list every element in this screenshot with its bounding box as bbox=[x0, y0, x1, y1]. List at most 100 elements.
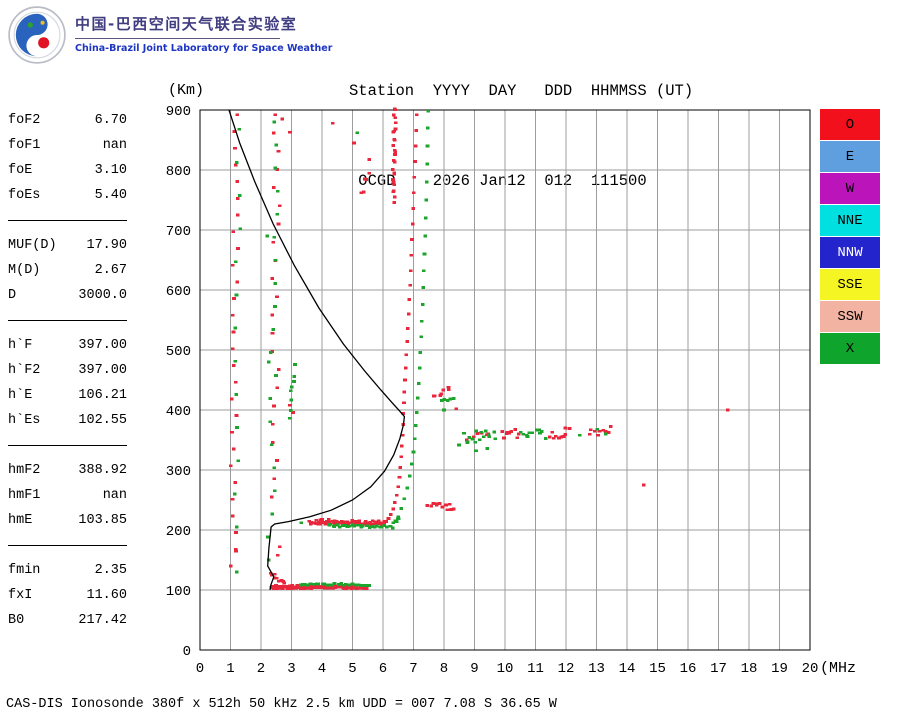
param-label: fmin bbox=[8, 563, 41, 578]
svg-text:14: 14 bbox=[619, 661, 636, 677]
svg-text:700: 700 bbox=[166, 224, 191, 240]
lab-name-chinese: 中国-巴西空间天气联合实验室 bbox=[75, 15, 298, 33]
lab-logo-icon bbox=[8, 6, 66, 64]
station-header-values: OCGD 2026 Jan12 012 111500 bbox=[349, 172, 647, 190]
svg-text:600: 600 bbox=[166, 284, 191, 300]
legend-item-ssw: SSW bbox=[820, 301, 880, 332]
x-trace-points bbox=[233, 109, 608, 587]
param-label: foE bbox=[8, 163, 33, 178]
station-header-labels: Station YYYY DAY DDD HHMMSS (UT) bbox=[349, 82, 694, 100]
param-value: 2.35 bbox=[94, 563, 127, 578]
svg-text:500: 500 bbox=[166, 344, 191, 360]
param-label: h`E bbox=[8, 388, 33, 403]
parameter-row: h`F2 397.00 bbox=[8, 358, 127, 383]
lab-title-block: 中国-巴西空间天气联合实验室 China-Brazil Joint Labora… bbox=[75, 6, 332, 54]
plot-grid bbox=[200, 110, 810, 650]
svg-text:0: 0 bbox=[196, 661, 204, 677]
param-value: 5.40 bbox=[94, 188, 127, 203]
param-value: 106.21 bbox=[78, 388, 127, 403]
param-label: hmF1 bbox=[8, 488, 41, 503]
param-value: 17.90 bbox=[86, 238, 127, 253]
parameter-row: foE 3.10 bbox=[8, 158, 127, 183]
param-group-separator bbox=[8, 220, 127, 221]
param-value: 103.85 bbox=[78, 513, 127, 528]
svg-text:17: 17 bbox=[710, 661, 727, 677]
x-axis-tick-labels: 0 1 2 3 4 5 6 7 8 9 10 11 12 13 14 15 16 17 18 19 20 bbox=[196, 661, 819, 677]
svg-text:8: 8 bbox=[440, 661, 448, 677]
parameter-row: D 3000.0 bbox=[8, 283, 127, 308]
param-group-separator bbox=[8, 445, 127, 446]
svg-text:5: 5 bbox=[348, 661, 356, 677]
param-value: 397.00 bbox=[78, 338, 127, 353]
param-label: h`F bbox=[8, 338, 33, 353]
svg-text:18: 18 bbox=[741, 661, 758, 677]
param-value: 11.60 bbox=[86, 588, 127, 603]
legend-item-sse: SSE bbox=[820, 269, 880, 300]
svg-text:3: 3 bbox=[287, 661, 295, 677]
svg-text:200: 200 bbox=[166, 524, 191, 540]
svg-text:2: 2 bbox=[257, 661, 265, 677]
plot-border bbox=[199, 109, 811, 651]
svg-text:20: 20 bbox=[802, 661, 819, 677]
legend-item-o: O bbox=[820, 109, 880, 140]
x-axis-unit: (MHz) bbox=[820, 660, 856, 677]
param-label: hmF2 bbox=[8, 463, 41, 478]
parameter-row: MUF(D) 17.90 bbox=[8, 233, 127, 258]
param-value: 3000.0 bbox=[78, 288, 127, 303]
legend-item-x: X bbox=[820, 333, 880, 364]
parameter-panel: foF2 6.70 foF1 nan foE 3.10 foEs 5.40 MUF(D) 17.9… bbox=[8, 108, 127, 633]
param-value: 3.10 bbox=[94, 163, 127, 178]
legend-item-e: E bbox=[820, 141, 880, 172]
svg-text:12: 12 bbox=[558, 661, 575, 677]
parameter-row: hmE 103.85 bbox=[8, 508, 127, 533]
param-label: foEs bbox=[8, 188, 41, 203]
parameter-row: foEs 5.40 bbox=[8, 183, 127, 208]
svg-text:13: 13 bbox=[588, 661, 605, 677]
param-value: nan bbox=[102, 488, 127, 503]
svg-text:6: 6 bbox=[379, 661, 387, 677]
svg-text:7: 7 bbox=[409, 661, 417, 677]
y-axis-unit: (Km) bbox=[168, 82, 204, 99]
parameter-row: B0 217.42 bbox=[8, 608, 127, 633]
param-label: h`F2 bbox=[8, 363, 41, 378]
parameter-row: M(D) 2.67 bbox=[8, 258, 127, 283]
svg-text:16: 16 bbox=[680, 661, 697, 677]
parameter-row: hmF1 nan bbox=[8, 483, 127, 508]
param-label: h`Es bbox=[8, 413, 41, 428]
param-label: B0 bbox=[8, 613, 25, 628]
param-label: foF1 bbox=[8, 138, 41, 153]
parameter-row: foF1 nan bbox=[8, 133, 127, 158]
svg-text:4: 4 bbox=[318, 661, 326, 677]
status-line: CAS-DIS Ionosonde 380f x 512h 50 kHz 2.5… bbox=[6, 697, 557, 712]
electron-density-profile bbox=[228, 109, 406, 591]
param-value: 217.42 bbox=[78, 613, 127, 628]
parameter-row: fmin 2.35 bbox=[8, 558, 127, 583]
param-value: 397.00 bbox=[78, 363, 127, 378]
param-value: 2.67 bbox=[94, 263, 127, 278]
svg-text:15: 15 bbox=[649, 661, 666, 677]
param-value: 102.55 bbox=[78, 413, 127, 428]
param-label: fxI bbox=[8, 588, 33, 603]
param-label: foF2 bbox=[8, 113, 41, 128]
lab-title-divider bbox=[75, 38, 280, 39]
parameter-row: h`F 397.00 bbox=[8, 333, 127, 358]
svg-text:900: 900 bbox=[166, 104, 191, 120]
svg-text:10: 10 bbox=[497, 661, 514, 677]
svg-text:19: 19 bbox=[771, 661, 788, 677]
legend-item-w: W bbox=[820, 173, 880, 204]
parameter-row: h`E 106.21 bbox=[8, 383, 127, 408]
param-label: D bbox=[8, 288, 17, 303]
param-group-separator bbox=[8, 320, 127, 321]
param-label: M(D) bbox=[8, 263, 41, 278]
lab-name-english: China-Brazil Joint Laboratory for Space … bbox=[75, 43, 333, 54]
parameter-row: h`Es 102.55 bbox=[8, 408, 127, 433]
param-label: MUF(D) bbox=[8, 238, 57, 253]
svg-text:800: 800 bbox=[166, 164, 191, 180]
station-header: Station YYYY DAY DDD HHMMSS (UT) OCGD 20… bbox=[349, 16, 693, 256]
param-group-separator bbox=[8, 545, 127, 546]
svg-text:1: 1 bbox=[226, 661, 234, 677]
svg-text:11: 11 bbox=[527, 661, 544, 677]
legend-item-nnw: NNW bbox=[820, 237, 880, 268]
svg-text:9: 9 bbox=[470, 661, 478, 677]
